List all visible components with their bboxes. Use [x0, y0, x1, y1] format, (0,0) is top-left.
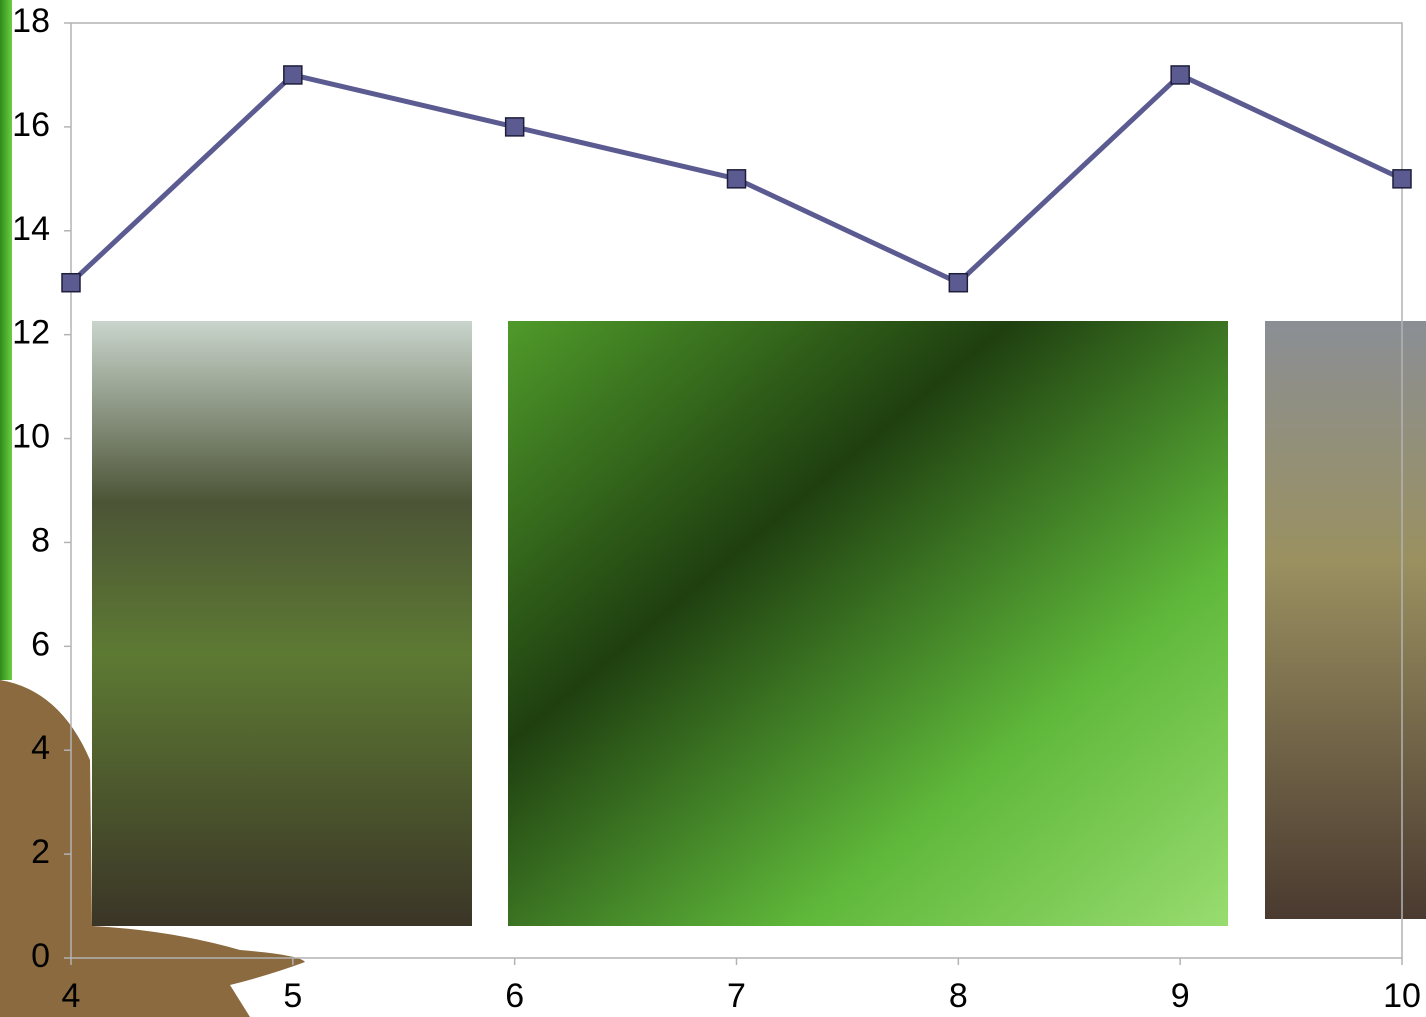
data-point — [1170, 65, 1190, 85]
y-tick-label: 16 — [12, 106, 50, 144]
x-tick-label: 9 — [1171, 977, 1190, 1015]
snail — [0, 680, 305, 1017]
data-point — [283, 65, 303, 85]
y-tick-label: 0 — [31, 937, 50, 975]
x-tick-label: 7 — [727, 977, 746, 1015]
data-point — [504, 117, 525, 137]
y-tick-label: 12 — [12, 314, 50, 352]
data-point — [1392, 169, 1412, 189]
y-tick-label: 8 — [31, 521, 50, 559]
x-tick-label: 6 — [505, 977, 524, 1015]
y-tick-label: 6 — [31, 625, 50, 663]
x-tick-label: 10 — [1383, 977, 1421, 1015]
x-tick-label: 5 — [283, 977, 302, 1015]
y-tick-label: 14 — [12, 210, 50, 248]
photo — [1265, 321, 1426, 919]
photo — [92, 321, 472, 926]
y-tick-label: 18 — [12, 2, 50, 40]
x-tick-label: 4 — [62, 977, 81, 1015]
x-tick-label: 8 — [949, 977, 968, 1015]
data-point — [61, 272, 81, 293]
y-tick-label: 10 — [12, 418, 50, 456]
data-point — [726, 169, 747, 189]
photo — [508, 321, 1228, 926]
data-point — [948, 272, 969, 293]
y-tick-label: 4 — [31, 729, 50, 767]
y-tick-label: 2 — [31, 833, 50, 871]
leaf-strip — [0, 0, 12, 680]
